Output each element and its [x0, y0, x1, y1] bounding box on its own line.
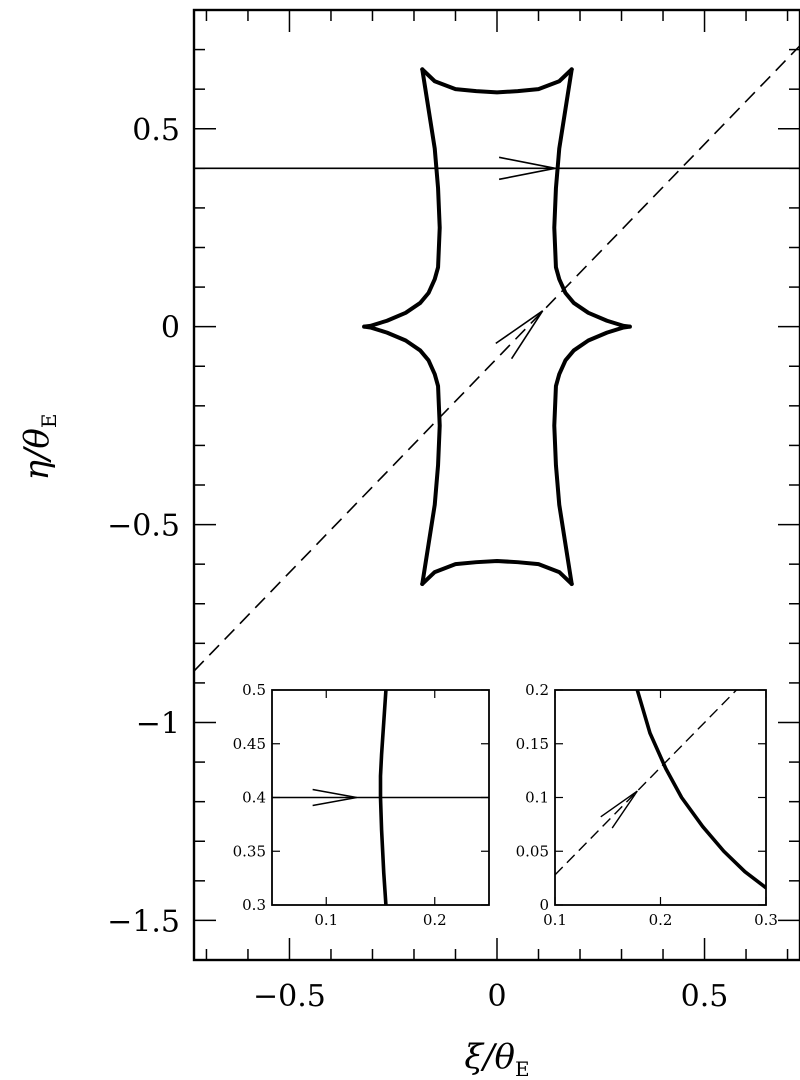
x-tick-label: 0.1 [314, 911, 338, 929]
y-axis-label-subscript: E [37, 414, 61, 429]
direction-arrow-1 [312, 788, 357, 807]
x-tick-label: 0.3 [754, 911, 778, 929]
caustic-curve-2 [552, 324, 632, 586]
tick-labels: 0.1 0.2 0.3 0.35 0.4 0.45 0.5 [233, 681, 447, 929]
ticks [554, 689, 767, 906]
y-axis-label: η/θE [17, 414, 61, 481]
x-tick-label: 0.2 [649, 911, 673, 929]
tick-labels: −0.5 0 0.5 0.5 0 −0.5 −1 −1.5 [107, 113, 728, 1014]
y-tick-label: 0.3 [242, 896, 266, 914]
x-axis-label-main: ξ/θ [464, 1037, 515, 1077]
main-plot: −0.5 0 0.5 0.5 0 −0.5 −1 −1.5 [107, 8, 800, 1014]
y-tick-label: 0.4 [242, 789, 266, 807]
inset-background [555, 690, 766, 905]
y-tick-label: 0.2 [525, 681, 549, 699]
y-tick-label: 0 [161, 311, 180, 346]
y-tick-label: −1.5 [107, 904, 180, 939]
tick-labels: 0.1 0.2 0.3 0 0.05 0.1 0.15 0.2 [516, 681, 778, 929]
y-tick-label: 0.35 [233, 842, 266, 860]
y-tick-label: 0.5 [242, 681, 266, 699]
axis-titles: ξ/θE η/θE [17, 414, 530, 1080]
dashed-trajectory-line-7 [194, 45, 800, 672]
plot-area [555, 690, 766, 890]
inset-left-plot: 0.1 0.2 0.3 0.35 0.4 0.45 0.5 [233, 681, 490, 929]
x-axis-label: ξ/θE [464, 1037, 529, 1080]
ticks [194, 9, 800, 961]
caustic-curve-0 [420, 67, 574, 95]
x-tick-label: 0.1 [543, 911, 567, 929]
y-axis-label-main: η/θ [17, 428, 57, 480]
plot-area [272, 690, 489, 905]
inset-right-plot: 0.1 0.2 0.3 0 0.05 0.1 0.15 0.2 [516, 681, 778, 929]
y-tick-label: 0.5 [132, 113, 180, 148]
x-tick-label: 0.5 [681, 979, 729, 1014]
x-axis-label-subscript: E [515, 1057, 530, 1080]
y-tick-label: 0.05 [516, 842, 549, 860]
y-tick-label: 0.1 [525, 789, 549, 807]
y-tick-label: 0.15 [516, 735, 549, 753]
caustic-curve-1 [552, 67, 632, 329]
y-tick-label: −0.5 [107, 509, 180, 544]
caustic-curve-3 [420, 559, 574, 586]
direction-arrow-6 [498, 156, 556, 181]
caustic-curve-0 [635, 690, 766, 890]
ticks [272, 689, 489, 906]
plot-area [194, 45, 800, 672]
caustic-curve-4 [362, 324, 442, 586]
direction-arrow-1 [600, 790, 638, 829]
caustic-curve-5 [362, 67, 442, 329]
y-tick-label: 0 [539, 896, 549, 914]
x-tick-label: −0.5 [253, 979, 326, 1014]
direction-arrow-7 [495, 310, 544, 360]
x-tick-label: 0.2 [423, 911, 447, 929]
x-tick-label: 0 [487, 979, 506, 1014]
y-tick-label: −1 [136, 707, 180, 742]
y-tick-label: 0.45 [233, 735, 266, 753]
